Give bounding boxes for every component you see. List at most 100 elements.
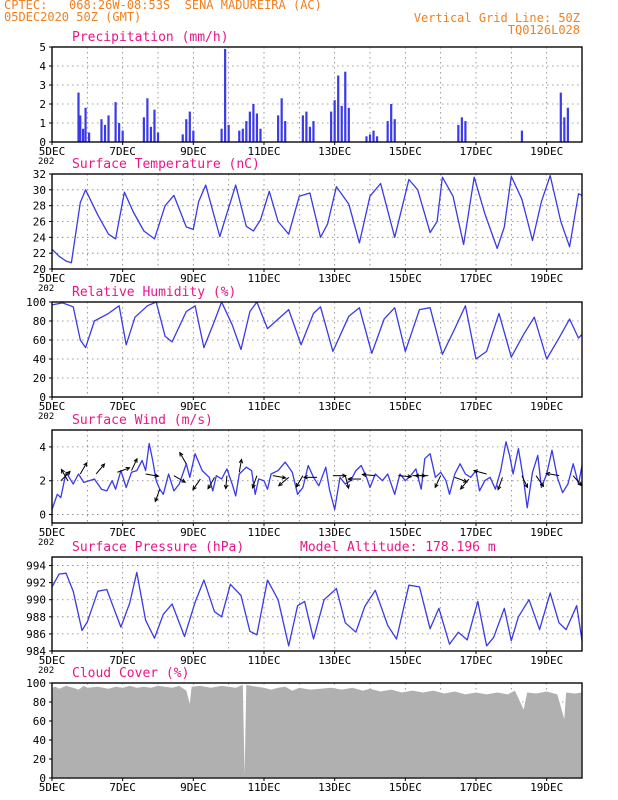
y-tick-label: 992 [26,577,46,590]
panel-title: Surface Temperature (nC) [72,157,260,172]
x-tick-label: 7DEC [109,654,136,667]
precip-bar [308,126,312,142]
x-tick-label: 7DEC [109,781,136,794]
precip-bar [114,102,117,142]
precip-bar [245,121,248,142]
y-tick-label: 40 [33,353,46,366]
precip-bar [566,107,569,142]
x-tick-label: 11DEC [247,400,280,413]
y-tick-label: 2 [39,98,46,111]
x-tick-label: 5DEC [39,400,66,413]
x-tick-label: 7DEC [109,272,136,285]
header-station-line: CPTEC: 068:26W-08:53S SENA MADUREIRA (AC… [4,0,322,12]
wind-arrow-shaft [60,469,69,481]
precip-bar [88,132,91,142]
wind-arrow-head [154,473,160,478]
header-grid-note: Vertical Grid Line: 50Z [413,11,580,25]
series-line [51,174,583,264]
y-tick-label: 80 [33,696,46,709]
wind-arrow-shaft [454,476,468,483]
precip-bar [340,105,343,142]
x-tick-label: 11DEC [247,526,280,539]
wind-arrow-shaft [295,475,304,488]
wind-arrow-shaft [434,475,442,488]
precip-bar [188,111,191,142]
x-tick-label: 15DEC [389,272,422,285]
y-tick-label: 24 [33,231,47,244]
x-tick-label: 5DEC [39,781,66,794]
precip-bar [559,92,562,142]
x-tick-label: 11DEC [247,654,280,667]
wind-arrow-head [223,484,229,490]
wind-arrow-head [251,483,256,489]
precip-bar [224,48,227,142]
y-tick-label: 20 [33,263,46,276]
y-tick-label: 100 [26,677,46,690]
y-tick-label: 984 [26,645,46,658]
precip-bar [142,117,145,142]
x-tick-label: 9DEC [180,272,207,285]
plot-frame-outline [51,682,583,779]
precip-bar [344,71,347,142]
y-tick-label: 2 [39,475,46,488]
wind-arrow-head [523,483,528,489]
wind-arrow-head [345,484,350,490]
y-tick-label: 994 [26,560,46,573]
plot-frame-outline [51,301,583,398]
wind-arrow-head [192,485,197,491]
wind-arrow-head [407,474,413,479]
precip-bar [241,128,244,142]
precip-bar [118,123,121,142]
x-tick-label: 15DEC [389,526,422,539]
wind-arrow-shaft [145,473,159,477]
panel-subtitle: Model Altitude: 178.196 m [300,540,496,555]
y-tick-label: 60 [33,334,46,347]
x-tick-label: 13DEC [318,526,351,539]
wind-arrow-head [125,466,131,472]
wind-arrow-shaft [272,475,286,479]
wind-arrow-head [497,485,502,491]
wind-arrow-head [472,469,479,474]
y-tick-label: 40 [33,734,46,747]
plot-frame [51,301,583,398]
precip-bar [460,117,463,142]
header-code: TQ0126L028 [507,23,580,37]
precip-bar [464,121,467,142]
x-tick-label: 13DEC [318,400,351,413]
precip-bar [79,115,82,142]
wind-arrow-head [459,484,465,490]
chart-panel-2: 20 22 24 26 28 30 32 5DEC 7DEC 9DEC 11DEC 13DEC 15DE… [33,157,583,294]
wind-arrow-shaft [173,475,186,483]
x-tick-label: 19DEC [530,654,563,667]
precip-bar [156,132,160,142]
y-tick-label: 22 [33,247,46,260]
wind-arrow-shaft [179,452,187,465]
wind-arrow-head [66,470,71,476]
wind-arrow-shaft [117,467,130,473]
y-tick-label: 100 [26,296,46,309]
chart-panel-4: 0 2 4 5DEC 7DEC 9DEC 11DEC 13DEC 15DEC 17DEC 19DEC… [38,413,583,548]
x-tick-label: 13DEC [318,145,351,158]
x-tick-label: 15DEC [389,781,422,794]
x-tick-label: 11DEC [247,781,280,794]
precip-bar [227,124,230,142]
series-line [51,571,583,647]
precip-bar [259,128,262,142]
series-line [51,441,583,511]
wind-arrow-head [179,451,184,457]
precip-bar [149,126,153,142]
y-tick-label: 1 [39,117,46,130]
precip-bar [277,115,280,142]
wind-arrow-head [342,473,348,478]
x-tick-label: 7DEC [109,526,136,539]
x-tick-label: 5DEC [39,145,66,158]
wind-arrow-shaft [278,476,290,487]
wind-arrow-head [361,472,367,478]
x-tick-label: 11DEC [247,272,280,285]
precip-bar [312,121,315,142]
y-tick-label: 3 [39,79,46,92]
wind-arrow-shaft [572,475,582,486]
x-tick-label: 15DEC [389,654,422,667]
precip-bar [368,134,372,142]
